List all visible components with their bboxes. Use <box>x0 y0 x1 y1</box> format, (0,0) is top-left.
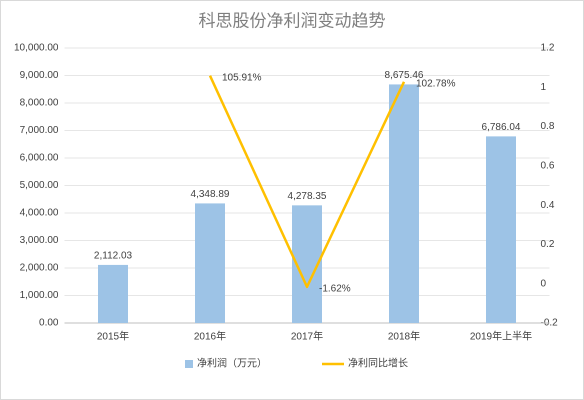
y-tick-label: 6,000.00 <box>20 153 59 164</box>
y-tick-label: 10,000.00 <box>14 43 59 54</box>
data-label: 102.78% <box>416 78 456 89</box>
legend-swatch <box>185 360 193 368</box>
legend-label: 净利润（万元） <box>197 357 267 370</box>
y-tick-label: 1,000.00 <box>20 290 59 301</box>
y-tick-label: 5,000.00 <box>20 180 59 191</box>
y2-tick-label: 1.2 <box>541 43 555 54</box>
bar <box>195 203 225 323</box>
y-tick-label: 2,000.00 <box>20 263 59 274</box>
x-tick-label: 2016年 <box>194 330 226 343</box>
y2-tick-label: 0.6 <box>541 160 555 171</box>
x-tick-label: 2017年 <box>291 330 323 343</box>
bar <box>486 136 516 323</box>
legend-label: 净利同比增长 <box>348 357 408 370</box>
y2-tick-label: 0.4 <box>541 200 555 211</box>
y2-tick-label: 0 <box>541 278 547 289</box>
chart-title: 科思股份净利润变动趋势 <box>199 12 386 32</box>
y-tick-label: 7,000.00 <box>20 125 59 136</box>
y-tick-label: 0.00 <box>39 318 59 329</box>
x-tick-label: 2018年 <box>388 330 420 343</box>
data-label: 4,278.35 <box>288 191 327 202</box>
line <box>208 75 406 289</box>
y-tick-label: 3,000.00 <box>20 235 59 246</box>
data-label: 2,112.03 <box>94 251 133 262</box>
y2-tick-label: 0.2 <box>541 239 555 250</box>
bar <box>389 84 419 323</box>
data-label: 8,675.46 <box>385 70 424 81</box>
y2-tick-label: 0.8 <box>541 121 555 132</box>
x-tick-label: 2019年上半年 <box>470 330 532 343</box>
y-tick-label: 8,000.00 <box>20 98 59 109</box>
x-tick-label: 2015年 <box>97 330 129 343</box>
data-label: 4,348.89 <box>191 189 230 200</box>
data-label: -1.62% <box>319 284 351 295</box>
y2-tick-label: 1 <box>541 82 547 93</box>
data-label: 105.91% <box>222 72 262 83</box>
data-label: 6,786.04 <box>482 122 521 133</box>
bar <box>98 264 128 323</box>
y-tick-label: 9,000.00 <box>20 70 59 81</box>
y-tick-label: 4,000.00 <box>20 208 59 219</box>
